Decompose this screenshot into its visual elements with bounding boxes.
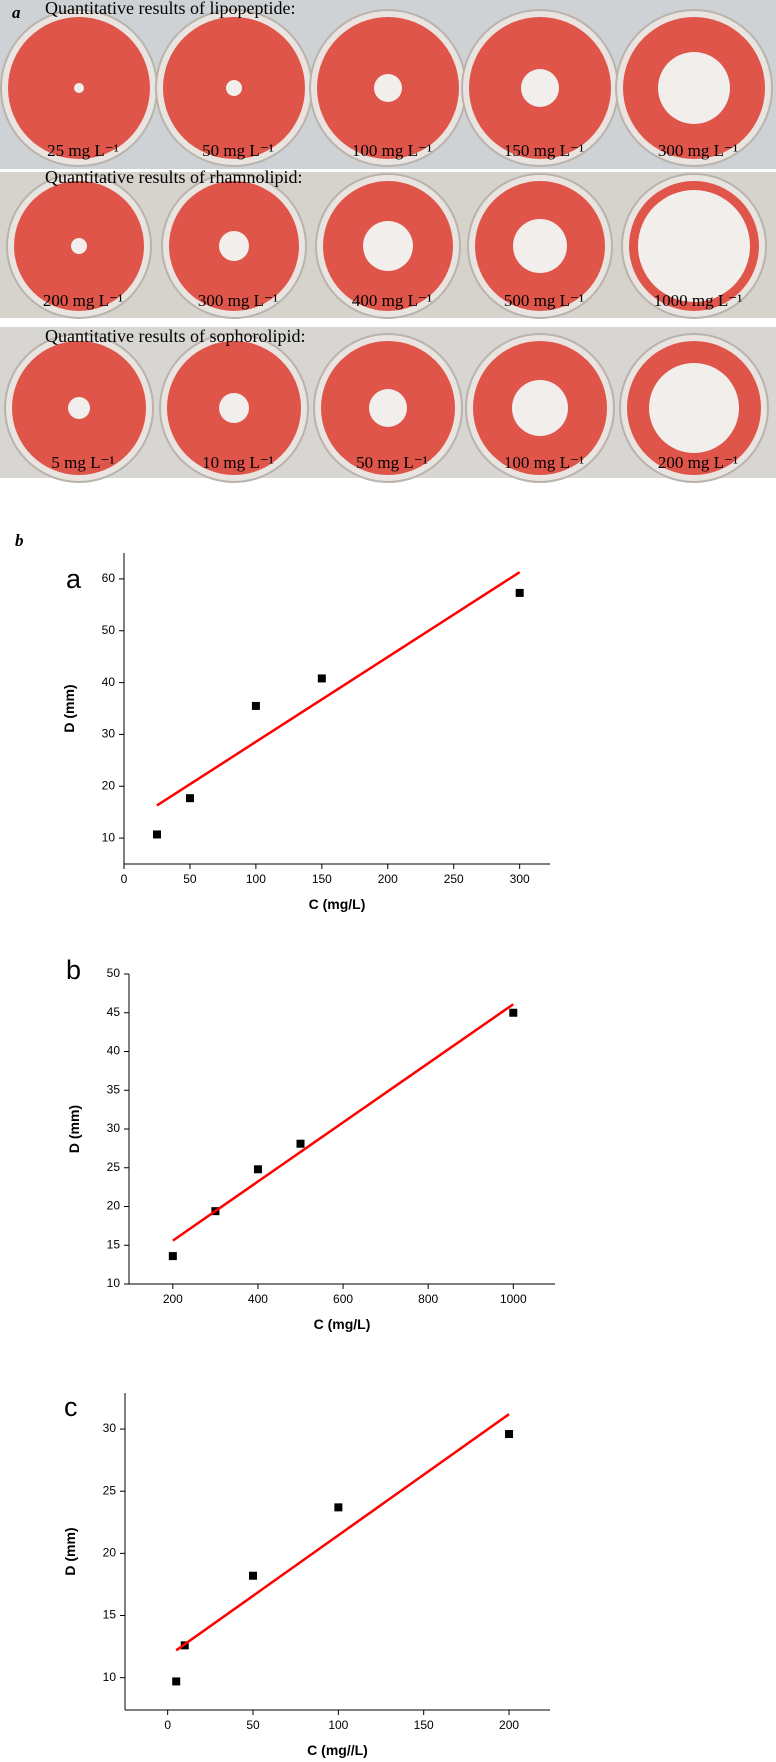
y-tick-label: 40 (102, 675, 116, 689)
y-tick-label: 20 (107, 1199, 121, 1213)
y-tick-label: 10 (107, 1276, 121, 1290)
data-point (249, 1571, 258, 1580)
clear-zone (521, 69, 559, 107)
concentration-label: 25 mg L⁻¹ (47, 141, 119, 160)
panel-letter: a (12, 3, 21, 22)
concentration-label: 10 mg L⁻¹ (202, 453, 274, 472)
x-tick-label: 200 (499, 1718, 519, 1732)
x-axis-title: C (mg/L) (314, 1316, 371, 1332)
concentration-label: 100 mg L⁻¹ (352, 141, 432, 160)
clear-zone (649, 363, 739, 453)
concentration-label: 100 mg L⁻¹ (504, 453, 584, 472)
x-tick-label: 150 (312, 872, 332, 886)
x-tick-label: 200 (163, 1292, 183, 1306)
concentration-label: 300 mg L⁻¹ (198, 291, 278, 310)
row-title: Quantitative results of sophorolipid: (45, 326, 305, 346)
fit-line (156, 571, 521, 807)
y-tick-label: 50 (107, 966, 121, 980)
data-point (509, 1008, 518, 1017)
y-tick-label: 15 (103, 1608, 117, 1622)
y-tick-label: 30 (103, 1421, 117, 1435)
x-axis-title: C (mg//L) (307, 1742, 368, 1758)
clear-zone (363, 221, 413, 271)
concentration-label: 50 mg L⁻¹ (356, 453, 428, 472)
data-point (168, 1252, 177, 1261)
y-axis-title: D (mm) (62, 1527, 78, 1575)
panel-letter: b (15, 531, 24, 550)
row-title: Quantitative results of rhamnolipid: (45, 167, 302, 187)
row-title: Quantitative results of lipopeptide: (45, 0, 295, 18)
concentration-label: 150 mg L⁻¹ (504, 141, 584, 160)
fit-line (175, 1413, 510, 1652)
concentration-label: 200 mg L⁻¹ (43, 291, 123, 310)
photo-panel: 25 mg L⁻¹ 50 mg L⁻¹ 100 mg L⁻¹ 150 mg L⁻¹ 30… (0, 0, 776, 483)
data-point (172, 1677, 181, 1686)
concentration-label: 400 mg L⁻¹ (352, 291, 432, 310)
clear-zone (68, 397, 90, 419)
data-point (515, 588, 524, 597)
clear-zone (513, 219, 567, 273)
data-point (152, 830, 161, 839)
panel-label: a (66, 564, 82, 594)
x-axis-title: C (mg/L) (309, 896, 366, 912)
x-tick-label: 300 (510, 872, 530, 886)
concentration-label: 300 mg L⁻¹ (658, 141, 738, 160)
data-point (253, 1165, 262, 1174)
x-tick-label: 0 (164, 1718, 171, 1732)
panel-label: b (66, 955, 81, 985)
x-tick-label: 100 (328, 1718, 348, 1732)
data-point (317, 674, 326, 683)
clear-zone (74, 83, 84, 93)
clear-zone (512, 380, 568, 436)
data-point (185, 794, 194, 803)
y-axis-title: D (mm) (66, 1105, 82, 1153)
clear-zone (219, 231, 249, 261)
y-tick-label: 30 (107, 1121, 121, 1135)
x-tick-label: 1000 (500, 1292, 527, 1306)
panel-label: c (64, 1392, 78, 1422)
x-tick-label: 200 (378, 872, 398, 886)
y-tick-label: 10 (102, 830, 116, 844)
x-tick-label: 600 (333, 1292, 353, 1306)
y-tick-label: 40 (107, 1044, 121, 1058)
concentration-label: 500 mg L⁻¹ (504, 291, 584, 310)
y-axis-title: D (mm) (61, 684, 77, 732)
y-tick-label: 15 (107, 1237, 121, 1251)
concentration-label: 200 mg L⁻¹ (658, 453, 738, 472)
concentration-label: 5 mg L⁻¹ (51, 453, 114, 472)
clear-zone (219, 393, 249, 423)
x-tick-label: 800 (418, 1292, 438, 1306)
y-tick-label: 20 (102, 778, 116, 792)
clear-zone (226, 80, 242, 96)
x-tick-label: 50 (183, 872, 197, 886)
x-tick-label: 50 (246, 1718, 260, 1732)
clear-zone (374, 74, 402, 102)
x-tick-label: 400 (248, 1292, 268, 1306)
y-tick-label: 35 (107, 1082, 121, 1096)
clear-zone (638, 190, 750, 302)
x-tick-label: 100 (246, 872, 266, 886)
fit-line (172, 1003, 515, 1242)
data-point (334, 1503, 343, 1512)
y-tick-label: 50 (102, 623, 116, 637)
x-tick-label: 0 (121, 872, 128, 886)
y-tick-label: 20 (103, 1546, 117, 1560)
y-tick-label: 25 (103, 1483, 117, 1497)
concentration-label: 1000 mg L⁻¹ (654, 291, 743, 310)
clear-zone (369, 389, 407, 427)
y-tick-label: 10 (103, 1670, 117, 1684)
data-point (505, 1430, 514, 1439)
y-tick-label: 30 (102, 727, 116, 741)
y-tick-label: 45 (107, 1005, 121, 1019)
concentration-label: 50 mg L⁻¹ (202, 141, 274, 160)
x-tick-label: 150 (414, 1718, 434, 1732)
clear-zone (71, 238, 87, 254)
data-point (251, 701, 260, 710)
data-point (296, 1139, 305, 1148)
clear-zone (658, 52, 730, 124)
x-tick-label: 250 (444, 872, 464, 886)
y-tick-label: 60 (102, 571, 116, 585)
y-tick-label: 25 (107, 1160, 121, 1174)
